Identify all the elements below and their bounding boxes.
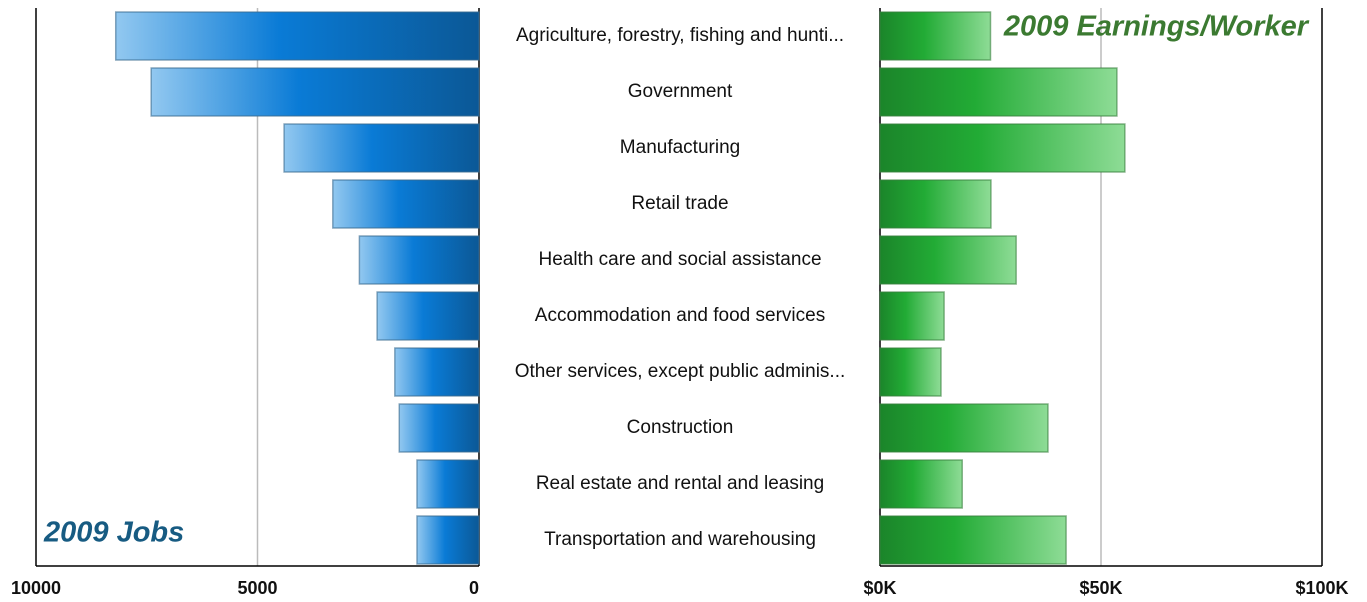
bar (416, 515, 480, 565)
category-label: Agriculture, forestry, fishing and hunti… (516, 25, 844, 46)
x-tick-label: 0 (469, 578, 479, 598)
x-tick-label: $50K (1079, 578, 1122, 598)
category-label: Health care and social assistance (538, 249, 821, 270)
bar (394, 347, 480, 397)
category-label: Other services, except public adminis... (515, 361, 846, 382)
bar (879, 235, 1017, 285)
category-label: Government (628, 81, 733, 102)
bar (150, 67, 480, 117)
bar (879, 459, 963, 509)
bar (398, 403, 480, 453)
bar (879, 11, 992, 61)
bar (879, 515, 1067, 565)
bar (283, 123, 480, 173)
bar (879, 291, 945, 341)
bar (114, 11, 480, 61)
category-label: Accommodation and food services (535, 305, 825, 326)
bar (879, 123, 1126, 173)
category-label: Retail trade (631, 193, 728, 214)
bar (879, 67, 1118, 117)
bar (879, 347, 942, 397)
bar (879, 403, 1049, 453)
bar (416, 459, 480, 509)
bar (358, 235, 480, 285)
x-tick-label: 10000 (11, 578, 61, 598)
bar (879, 179, 992, 229)
x-tick-label: $0K (863, 578, 896, 598)
x-tick-label: 5000 (237, 578, 277, 598)
panel-title: 2009 Jobs (43, 517, 184, 549)
panel-title: 2009 Earnings/Worker (1003, 11, 1310, 43)
category-label: Manufacturing (620, 137, 740, 158)
bar (376, 291, 480, 341)
bar (332, 179, 480, 229)
x-tick-label: $100K (1295, 578, 1348, 598)
category-label: Transportation and warehousing (544, 529, 816, 550)
category-label: Construction (627, 417, 734, 438)
category-label: Real estate and rental and leasing (536, 473, 824, 494)
